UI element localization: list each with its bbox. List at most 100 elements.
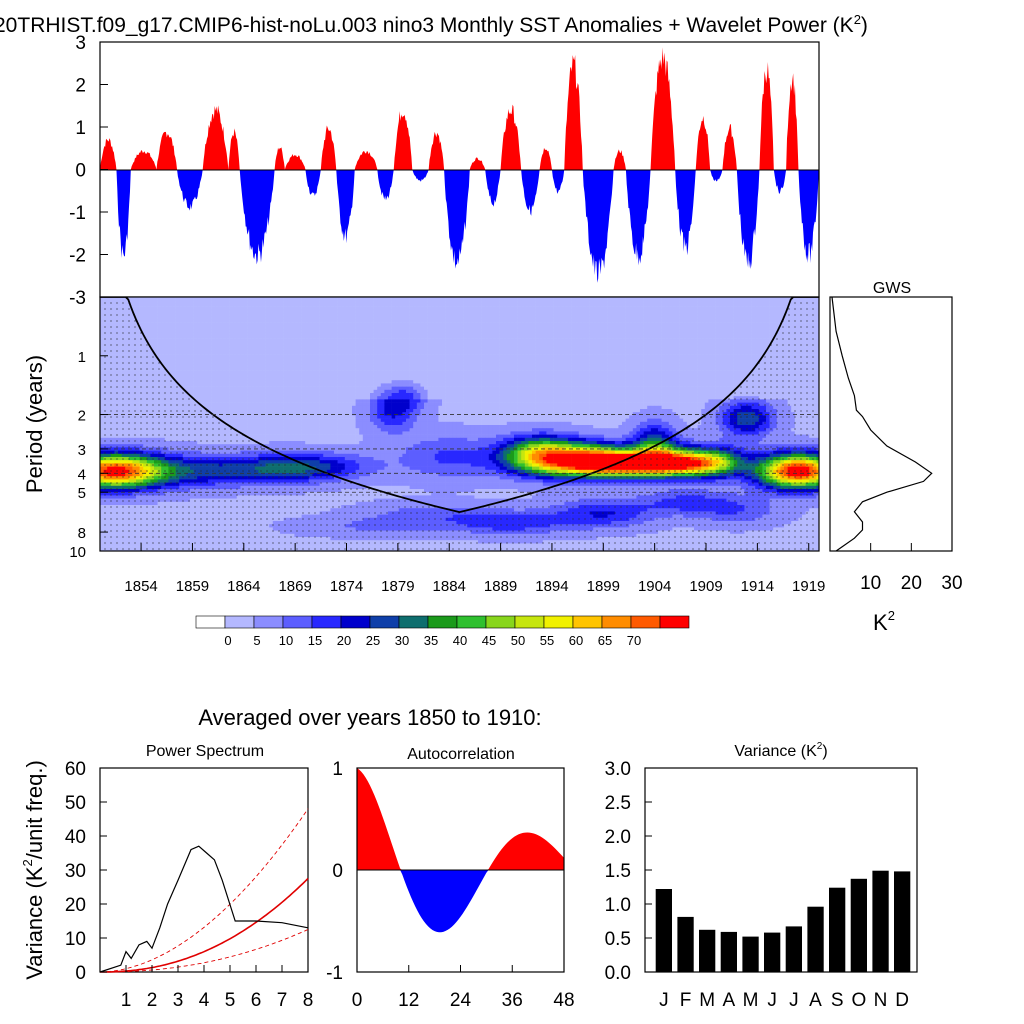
wavelet-cell: [366, 332, 371, 336]
wavelet-cell: [283, 297, 288, 301]
wavelet-cell: [146, 303, 151, 307]
wavelet-cell: [607, 306, 612, 311]
wavelet-cell: [456, 345, 461, 349]
wavelet-cell: [751, 319, 756, 323]
wavelet-cell: [611, 341, 616, 346]
wavelet-cell: [632, 319, 637, 323]
wavelet-cell: [506, 341, 511, 346]
wavelet-cell: [665, 300, 670, 304]
wavelet-cell: [366, 316, 371, 320]
wavelet-cell: [510, 373, 515, 378]
wavelet-cell: [701, 338, 706, 343]
wavelet-cell: [179, 322, 184, 327]
wavelet-cell: [578, 306, 583, 311]
wavelet-cell: [269, 341, 274, 346]
wavelet-cell: [636, 297, 641, 301]
wavelet-cell: [532, 303, 536, 307]
wavelet-cell: [262, 357, 266, 362]
wavelet-cell: [413, 325, 418, 330]
wavelet-cell: [197, 297, 202, 301]
wavelet-cell: [391, 316, 396, 320]
wavelet-cell: [283, 325, 288, 330]
wavelet-cell: [233, 313, 238, 317]
wavelet-cell: [499, 361, 504, 365]
wavelet-cell: [604, 316, 608, 320]
wavelet-cell: [726, 370, 731, 375]
wavelet-cell: [247, 306, 252, 311]
wavelet-cell: [200, 357, 205, 362]
wavelet-cell: [532, 338, 536, 343]
warm-anomaly-event: [722, 124, 737, 170]
wavelet-cell: [287, 316, 292, 320]
wavelet-cell: [431, 319, 436, 323]
wavelet-cell: [330, 332, 335, 336]
wavelet-cell: [172, 370, 176, 375]
wavelet-cell: [366, 306, 371, 311]
wavelet-cell: [334, 332, 338, 336]
wavelet-cell: [564, 373, 569, 378]
wavelet-cell: [733, 341, 738, 346]
wavelet-cell: [164, 303, 169, 307]
wavelet-cell: [607, 332, 612, 336]
wavelet-cell: [751, 338, 756, 343]
wavelet-cell: [380, 354, 385, 359]
wavelet-cell: [690, 351, 695, 355]
cold-anomaly-event: [582, 169, 614, 283]
wavelet-cell: [172, 332, 176, 336]
wavelet-cell: [233, 361, 238, 365]
wavelet-cell: [737, 354, 742, 359]
wavelet-cell: [582, 338, 587, 343]
wavelet-cell: [344, 322, 349, 327]
wavelet-cell: [643, 341, 648, 346]
wavelet-cell: [150, 316, 155, 320]
wavelet-cell: [312, 297, 317, 301]
wavelet-cell: [542, 325, 547, 330]
wavelet-cell: [740, 306, 745, 311]
wavelet-cell: [697, 335, 702, 339]
wavelet-cell: [391, 341, 396, 346]
wavelet-cell: [712, 354, 716, 359]
wavelet-cell: [244, 345, 248, 349]
wavelet-cell: [416, 329, 421, 333]
wavelet-cell: [708, 335, 713, 339]
wavelet-cell: [413, 332, 418, 336]
wavelet-cell: [355, 361, 360, 365]
wavelet-cell: [665, 370, 670, 375]
wavelet-cell: [211, 313, 216, 317]
wavelet-cell: [442, 338, 446, 343]
wavelet-cell: [629, 309, 634, 314]
wavelet-cell: [730, 364, 734, 368]
wavelet-cell: [600, 322, 605, 327]
wavelet-cell: [445, 341, 450, 346]
wavelet-cell: [679, 345, 684, 349]
wavelet-cell: [647, 332, 652, 336]
wavelet-cell: [330, 309, 335, 314]
wavelet-cell: [647, 300, 652, 304]
wavelet-cell: [280, 316, 284, 320]
wavelet-cell: [362, 354, 367, 359]
wavelet-cell: [348, 345, 353, 349]
wavelet-cell: [481, 300, 486, 304]
wavelet-cell: [362, 306, 367, 311]
wavelet-cell: [611, 325, 616, 330]
wavelet-cell: [391, 303, 396, 307]
wavelet-cell: [492, 338, 497, 343]
wavelet-cell: [586, 335, 590, 339]
warm-anomaly-event: [613, 149, 626, 170]
wavelet-cell: [496, 300, 500, 304]
wavelet-cell: [568, 354, 572, 359]
wavelet-cell: [510, 329, 515, 333]
wavelet-cell: [611, 338, 616, 343]
wavelet-cell: [287, 297, 292, 301]
wavelet-cell: [625, 309, 630, 314]
wavelet-cell: [546, 306, 551, 311]
wavelet-cell: [326, 325, 331, 330]
warm-anomaly-event: [428, 131, 445, 170]
wavelet-cell: [776, 303, 781, 307]
wavelet-cell: [672, 316, 677, 320]
wavelet-cell: [272, 367, 277, 371]
wavelet-cell: [262, 348, 266, 352]
wavelet-cell: [744, 329, 749, 333]
wavelet-cell: [629, 354, 634, 359]
wavelet-cell: [748, 341, 752, 346]
